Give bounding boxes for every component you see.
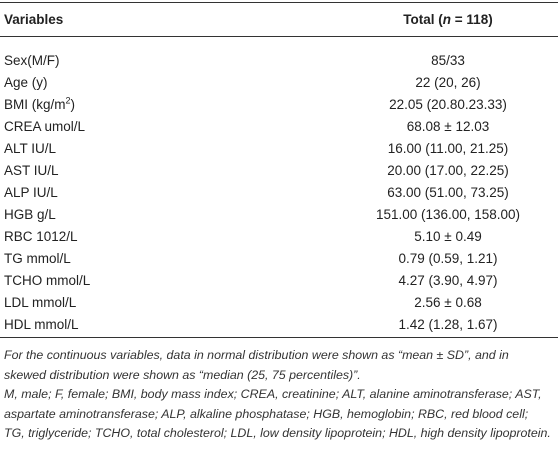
value-cell: 5.10 ± 0.49	[414, 228, 482, 244]
variable-cell: TG mmol/L	[4, 250, 71, 266]
footnote: For the continuous variables, data in no…	[4, 348, 509, 382]
header-cell: Variables	[4, 12, 64, 27]
value-cell: 22 (20, 26)	[415, 74, 481, 90]
header-cell: Total (n = 118)	[338, 3, 558, 37]
emphasis: 2	[65, 95, 71, 105]
variable-cell: TCHO mmol/L	[4, 272, 91, 288]
table-row: LDL mmol/L 2.56 ± 0.68	[0, 291, 558, 313]
table-header: Variables Total (n = 118)	[0, 2, 558, 37]
data-table: Variables Total (n = 118) Sex(M/F) 85/33 Ag…	[0, 2, 558, 338]
variable-cell: AST IU/L	[4, 162, 59, 178]
footnotes: For the continuous variables, data in no…	[4, 346, 552, 444]
value-cell: 2.56 ± 0.68	[414, 294, 482, 310]
table-row: HDL mmol/L 1.42 (1.28, 1.67)	[0, 313, 558, 338]
text-part: )	[70, 96, 76, 112]
footnote: M, male; F, female; BMI, body mass index…	[4, 387, 551, 441]
table-row: BMI (kg/m2) 22.05 (20.80.23.33)	[0, 93, 558, 115]
table-row: RBC 1012/L 5.10 ± 0.49	[0, 225, 558, 247]
variable-cell: Sex(M/F)	[4, 52, 60, 68]
value-cell: 68.08 ± 12.03	[406, 118, 490, 134]
emphasis: n	[442, 12, 452, 27]
value-cell: 22.05 (20.80.23.33)	[389, 96, 507, 112]
variable-cell: CREA umol/L	[4, 118, 86, 134]
variable-cell: Age (y)	[4, 74, 48, 90]
value-cell: 151.00 (136.00, 158.00)	[375, 206, 521, 222]
table-row: AST IU/L 20.00 (17.00, 22.25)	[0, 159, 558, 181]
table-row: ALT IU/L 16.00 (11.00, 21.25)	[0, 137, 558, 159]
value-cell: 4.27 (3.90, 4.97)	[398, 272, 498, 288]
value-cell: 85/33	[431, 52, 465, 68]
text-part: BMI (kg/m	[4, 96, 66, 112]
table-row: ALP IU/L 63.00 (51.00, 73.25)	[0, 181, 558, 203]
table-row: CREA umol/L 68.08 ± 12.03	[0, 115, 558, 137]
text-part: = 118)	[451, 12, 493, 27]
variable-cell: ALP IU/L	[4, 184, 58, 200]
value-cell: 20.00 (17.00, 22.25)	[387, 162, 509, 178]
table-row: Sex(M/F) 85/33	[0, 37, 558, 72]
value-cell: 63.00 (51.00, 73.25)	[387, 184, 509, 200]
table-row: HGB g/L 151.00 (136.00, 158.00)	[0, 203, 558, 225]
table-row: Age (y) 22 (20, 26)	[0, 71, 558, 93]
table-row: TG mmol/L 0.79 (0.59, 1.21)	[0, 247, 558, 269]
value-cell: 0.79 (0.59, 1.21)	[398, 250, 498, 266]
variable-cell: LDL mmol/L	[4, 294, 77, 310]
value-cell: 16.00 (11.00, 21.25)	[387, 140, 509, 156]
variable-cell: BMI (kg/m2)	[0, 93, 338, 115]
variable-cell: ALT IU/L	[4, 140, 57, 156]
variable-cell: HDL mmol/L	[4, 316, 79, 332]
variable-cell: RBC 1012/L	[4, 228, 78, 244]
table-body: Sex(M/F) 85/33 Age (y) 22 (20, 26) BMI (kg/m…	[0, 37, 558, 338]
table-row: TCHO mmol/L 4.27 (3.90, 4.97)	[0, 269, 558, 291]
text-part: Total (	[403, 12, 443, 27]
value-cell: 1.42 (1.28, 1.67)	[398, 316, 498, 332]
variable-cell: HGB g/L	[4, 206, 56, 222]
header-row: Variables Total (n = 118)	[0, 2, 558, 37]
